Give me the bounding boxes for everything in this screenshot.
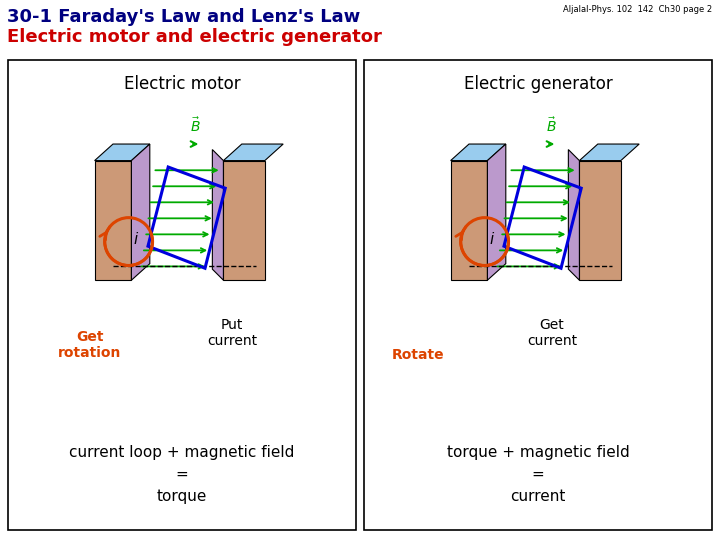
- Text: current loop + magnetic field: current loop + magnetic field: [69, 445, 294, 460]
- Text: Rotate: Rotate: [392, 348, 444, 362]
- Text: Electric motor: Electric motor: [124, 75, 240, 93]
- Text: i: i: [490, 232, 494, 247]
- Text: current: current: [510, 489, 566, 504]
- FancyBboxPatch shape: [8, 60, 356, 530]
- Text: Put
current: Put current: [207, 318, 257, 348]
- Text: $\vec{B}$: $\vec{B}$: [191, 116, 201, 135]
- Polygon shape: [94, 160, 132, 280]
- FancyBboxPatch shape: [364, 60, 712, 530]
- Polygon shape: [580, 144, 639, 160]
- Polygon shape: [223, 160, 265, 280]
- Text: torque: torque: [157, 489, 207, 504]
- Text: Aljalal-Phys. 102  142  Ch30 page 2: Aljalal-Phys. 102 142 Ch30 page 2: [563, 5, 712, 14]
- Text: Electric motor and electric generator: Electric motor and electric generator: [7, 28, 382, 46]
- Polygon shape: [487, 144, 505, 280]
- Polygon shape: [451, 160, 487, 280]
- Text: torque + magnetic field: torque + magnetic field: [446, 445, 629, 460]
- Text: $\vec{B}$: $\vec{B}$: [546, 116, 557, 135]
- Polygon shape: [132, 144, 150, 280]
- Text: =: =: [531, 467, 544, 482]
- Text: i: i: [134, 232, 138, 247]
- Polygon shape: [223, 144, 283, 160]
- Text: Get
rotation: Get rotation: [58, 330, 122, 360]
- Text: Get
current: Get current: [527, 318, 577, 348]
- Text: 30-1 Faraday's Law and Lenz's Law: 30-1 Faraday's Law and Lenz's Law: [7, 8, 360, 26]
- Text: =: =: [176, 467, 189, 482]
- Polygon shape: [94, 144, 150, 160]
- Polygon shape: [212, 150, 223, 280]
- Polygon shape: [568, 150, 580, 280]
- Text: Electric generator: Electric generator: [464, 75, 613, 93]
- Polygon shape: [451, 144, 505, 160]
- Polygon shape: [580, 160, 621, 280]
